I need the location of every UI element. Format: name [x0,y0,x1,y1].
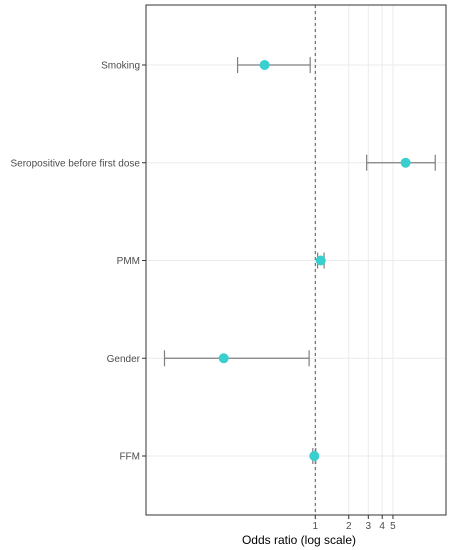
y-axis-label: Gender [107,354,141,365]
y-axis-labels: Smoking Seropositive before first dose PMM… [10,61,140,463]
x-tick-label: 1 [312,521,318,532]
x-tick-label: 2 [346,521,352,532]
horizontal-gridlines [146,64,446,457]
point-estimate [309,451,320,461]
x-axis-ticks [314,515,394,519]
x-tick-label: 5 [390,521,396,532]
x-axis-title: Odds ratio (log scale) [242,533,356,547]
x-tick-label: 3 [366,521,372,532]
point-estimate [315,255,326,266]
point-estimates [218,60,411,461]
y-axis-label: Seropositive before first dose [10,158,140,169]
y-axis-ticks [142,64,146,457]
x-tick-label: 4 [379,521,385,532]
y-axis-label: FFM [119,452,140,463]
point-estimate [218,353,229,364]
point-estimate [259,60,270,70]
point-estimate [400,157,411,168]
y-axis-label: PMM [117,256,140,267]
y-axis-label: Smoking [101,61,140,72]
